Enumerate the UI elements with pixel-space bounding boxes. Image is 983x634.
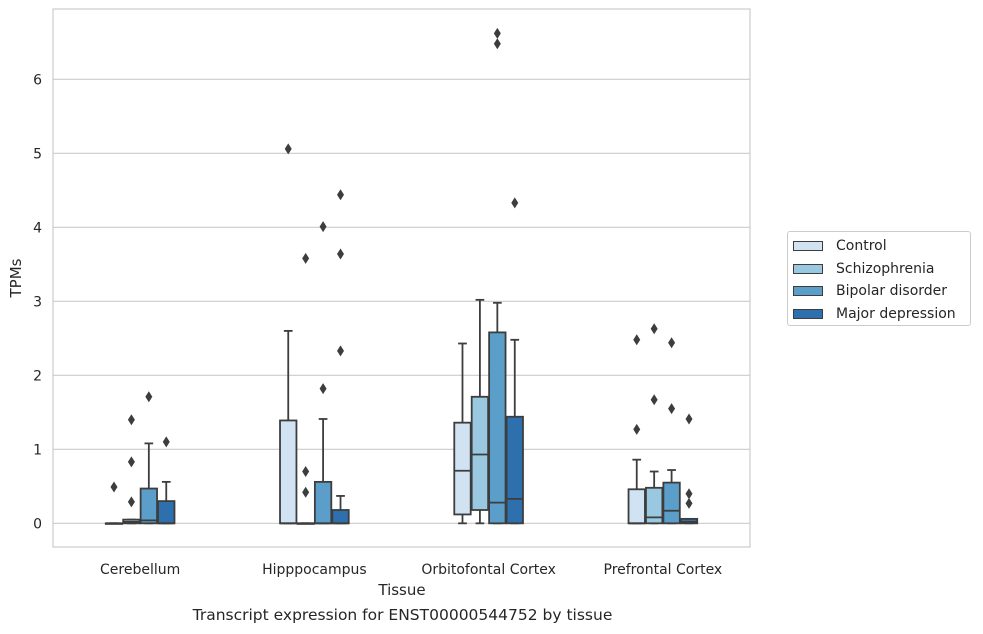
y-tick-label-6: 6 <box>33 72 42 88</box>
y-tick-label-2: 2 <box>33 368 42 384</box>
legend-entry-bipolar-disorder: Bipolar disorder <box>793 280 970 303</box>
outlier-prefrontal-cortex-schizophrenia-1 <box>650 323 658 335</box>
outlier-prefrontal-cortex-control-1 <box>633 334 641 346</box>
legend-swatch-schizophrenia <box>793 263 823 274</box>
y-tick-label-0: 0 <box>33 516 42 532</box>
box-group-hipppocampus-bipolar-disorder <box>313 221 333 525</box>
outlier-hipppocampus-control-0 <box>284 143 292 155</box>
y-tick-label-4: 4 <box>33 220 42 236</box>
outlier-cerebellum-schizophrenia-0 <box>127 496 135 508</box>
box-orbitofontal-cortex-schizophrenia <box>470 395 490 511</box>
box-group-cerebellum-schizophrenia <box>122 414 141 525</box>
outlier-hipppocampus-major-depression-2 <box>337 189 345 201</box>
x-tick-label-orbitofontal-cortex: Orbitofontal Cortex <box>421 562 556 578</box>
outlier-hipppocampus-major-depression-1 <box>337 248 345 260</box>
y-tick-label-1: 1 <box>33 442 42 458</box>
legend: Control Schizophrenia Bipolar disorder M… <box>787 231 971 326</box>
legend-label-control: Control <box>836 238 887 255</box>
y-tick-label-3: 3 <box>33 294 42 310</box>
outlier-cerebellum-schizophrenia-1 <box>127 456 135 468</box>
outlier-cerebellum-bipolar-disorder-0 <box>145 391 153 403</box>
outlier-prefrontal-cortex-major-depression-1 <box>685 488 693 500</box>
y-axis-label: TPMs <box>7 258 25 298</box>
box-hipppocampus-major-depression <box>331 509 350 525</box>
box-cerebellum-bipolar-disorder <box>139 487 158 525</box>
box-orbitofontal-cortex-bipolar-disorder <box>488 331 507 525</box>
box-group-prefrontal-cortex-schizophrenia <box>645 323 664 525</box>
box-group-cerebellum-control <box>104 481 124 525</box>
outlier-prefrontal-cortex-control-0 <box>633 423 641 435</box>
box-group-cerebellum-major-depression <box>157 436 176 525</box>
outlier-prefrontal-cortex-major-depression-0 <box>685 497 693 509</box>
outlier-prefrontal-cortex-major-depression-2 <box>685 413 693 425</box>
box-group-prefrontal-cortex-major-depression <box>679 413 699 525</box>
plot-frame <box>52 8 751 548</box>
outlier-hipppocampus-schizophrenia-1 <box>302 466 310 478</box>
box-cerebellum-major-depression <box>157 500 176 525</box>
box-orbitofontal-cortex-control <box>453 421 472 516</box>
legend-entry-major-depression: Major depression <box>793 303 970 326</box>
box-group-prefrontal-cortex-control <box>627 334 646 525</box>
y-axis-ticks: 0 1 2 3 4 5 6 <box>33 72 42 532</box>
legend-swatch-major-depression <box>793 308 823 319</box>
x-tick-label-prefrontal-cortex: Prefrontal Cortex <box>604 562 723 578</box>
x-axis-label: Tissue <box>377 581 425 599</box>
box-group-hipppocampus-control <box>279 143 298 525</box>
box-group-prefrontal-cortex-bipolar-disorder <box>662 337 681 525</box>
box-orbitofontal-cortex-major-depression <box>505 415 524 525</box>
outlier-prefrontal-cortex-bipolar-disorder-1 <box>668 337 676 349</box>
outlier-cerebellum-control-0 <box>110 481 118 493</box>
outlier-hipppocampus-schizophrenia-2 <box>302 252 310 264</box>
outlier-orbitofontal-cortex-bipolar-disorder-0 <box>493 38 501 50</box>
x-tick-label-hipppocampus: Hipppocampus <box>262 562 367 578</box>
box-group-orbitofontal-cortex-control <box>453 342 472 525</box>
legend-swatch-bipolar-disorder <box>793 286 823 297</box>
outlier-prefrontal-cortex-bipolar-disorder-0 <box>668 403 676 415</box>
box-group-orbitofontal-cortex-schizophrenia <box>470 298 490 525</box>
box-group-orbitofontal-cortex-bipolar-disorder <box>488 27 507 525</box>
chart-caption: Transcript expression for ENST0000054475… <box>192 606 613 624</box>
x-axis-ticks: Cerebellum Hipppocampus Orbitofontal Corte… <box>100 562 722 578</box>
box-group-hipppocampus-schizophrenia <box>296 252 315 525</box>
outlier-hipppocampus-bipolar-disorder-1 <box>319 221 327 233</box>
outlier-prefrontal-cortex-schizophrenia-0 <box>650 394 658 406</box>
outlier-hipppocampus-major-depression-0 <box>337 345 345 357</box>
x-tick-label-cerebellum: Cerebellum <box>100 562 180 578</box>
outlier-cerebellum-schizophrenia-2 <box>127 414 135 426</box>
outlier-cerebellum-major-depression-0 <box>162 436 170 448</box>
box-prefrontal-cortex-schizophrenia <box>645 486 664 525</box>
box-prefrontal-cortex-bipolar-disorder <box>662 481 681 525</box>
box-hipppocampus-control <box>279 419 298 525</box>
box-group-cerebellum-bipolar-disorder <box>139 391 158 525</box>
outlier-hipppocampus-bipolar-disorder-0 <box>319 383 327 395</box>
legend-label-schizophrenia: Schizophrenia <box>836 260 935 277</box>
boxes-layer <box>104 27 699 525</box>
y-tick-label-5: 5 <box>33 146 42 162</box>
box-prefrontal-cortex-control <box>627 488 646 525</box>
outlier-hipppocampus-schizophrenia-0 <box>302 486 310 498</box>
legend-entry-control: Control <box>793 235 970 258</box>
box-group-hipppocampus-major-depression <box>331 189 350 525</box>
legend-entry-schizophrenia: Schizophrenia <box>793 258 970 281</box>
box-group-orbitofontal-cortex-major-depression <box>505 197 524 525</box>
legend-swatch-control <box>793 241 823 252</box>
outlier-orbitofontal-cortex-major-depression-0 <box>511 197 519 209</box>
outlier-orbitofontal-cortex-bipolar-disorder-1 <box>493 27 501 39</box>
plot-area <box>53 9 750 547</box>
box-hipppocampus-bipolar-disorder <box>313 480 333 525</box>
legend-label-bipolar-disorder: Bipolar disorder <box>836 283 948 300</box>
legend-label-major-depression: Major depression <box>836 305 956 322</box>
